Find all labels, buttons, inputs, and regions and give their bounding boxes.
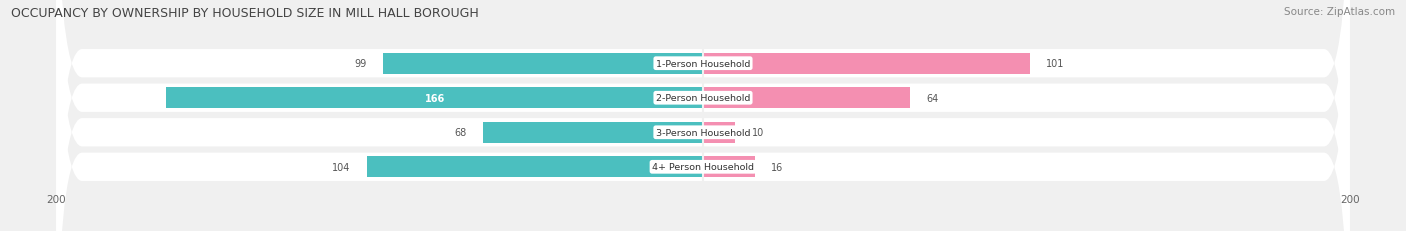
FancyBboxPatch shape	[56, 0, 1350, 231]
Text: 1-Person Household: 1-Person Household	[655, 59, 751, 68]
Text: OCCUPANCY BY OWNERSHIP BY HOUSEHOLD SIZE IN MILL HALL BOROUGH: OCCUPANCY BY OWNERSHIP BY HOUSEHOLD SIZE…	[11, 7, 479, 20]
Text: Source: ZipAtlas.com: Source: ZipAtlas.com	[1284, 7, 1395, 17]
Text: 4+ Person Household: 4+ Person Household	[652, 163, 754, 172]
Text: 99: 99	[354, 59, 367, 69]
Bar	[166, 88, 703, 109]
Bar	[703, 88, 910, 109]
Bar	[484, 122, 703, 143]
Text: 68: 68	[454, 128, 467, 138]
Bar	[367, 156, 703, 178]
FancyBboxPatch shape	[56, 0, 1350, 231]
Text: 10: 10	[751, 128, 763, 138]
Text: 3-Person Household: 3-Person Household	[655, 128, 751, 137]
Bar	[703, 53, 1029, 75]
Bar	[382, 53, 703, 75]
FancyBboxPatch shape	[56, 0, 1350, 231]
Text: 101: 101	[1046, 59, 1064, 69]
Text: 16: 16	[770, 162, 783, 172]
Bar	[703, 122, 735, 143]
Text: 166: 166	[425, 93, 444, 103]
Text: 64: 64	[927, 93, 938, 103]
FancyBboxPatch shape	[56, 0, 1350, 231]
Bar	[703, 156, 755, 178]
Text: 2-Person Household: 2-Person Household	[655, 94, 751, 103]
Text: 104: 104	[332, 162, 350, 172]
